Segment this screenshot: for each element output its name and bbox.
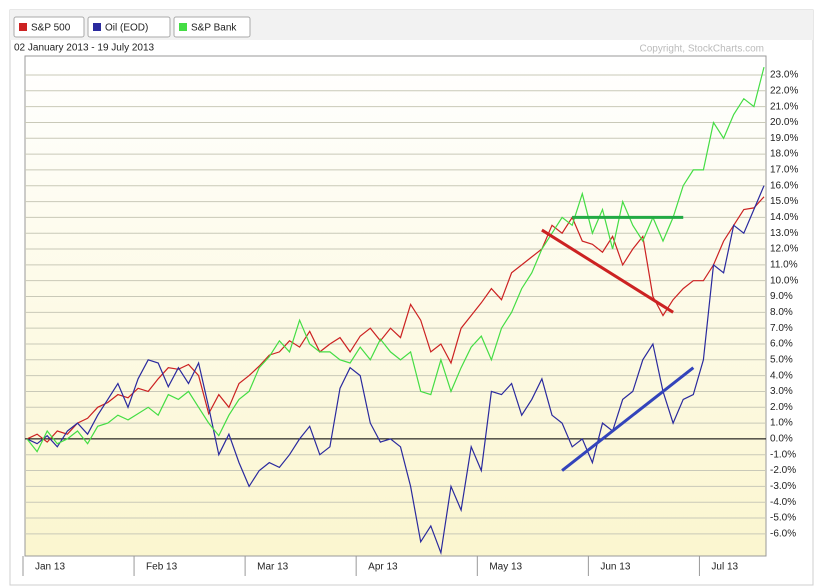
- y-tick-label: -3.0%: [770, 481, 796, 492]
- y-tick-label: -4.0%: [770, 497, 796, 508]
- y-tick-label: 15.0%: [770, 196, 798, 207]
- y-tick-label: 20.0%: [770, 117, 798, 128]
- x-tick-label: Mar 13: [257, 562, 289, 573]
- legend-label: S&P 500: [31, 23, 71, 34]
- legend-swatch: [93, 23, 101, 31]
- y-tick-label: 10.0%: [770, 275, 798, 286]
- trend-line: [541, 228, 674, 314]
- plot-area: [24, 55, 767, 557]
- y-tick-label: 17.0%: [770, 165, 798, 176]
- date-range: 02 January 2013 - 19 July 2013: [14, 43, 155, 54]
- x-tick-label: Jan 13: [35, 562, 65, 573]
- x-tick-label: Jun 13: [600, 562, 630, 573]
- y-tick-label: 13.0%: [770, 228, 798, 239]
- y-tick-label: 0.0%: [770, 434, 793, 445]
- y-tick-label: -6.0%: [770, 528, 796, 539]
- x-tick-label: May 13: [489, 562, 522, 573]
- y-tick-label: 12.0%: [770, 244, 798, 255]
- legend-swatch: [19, 23, 27, 31]
- legend-button: [87, 16, 171, 38]
- y-tick-label: 21.0%: [770, 101, 798, 112]
- y-tick-label: -5.0%: [770, 513, 796, 524]
- y-tick-label: 19.0%: [770, 133, 798, 144]
- y-tick-label: 3.0%: [770, 386, 793, 397]
- y-tick-label: 7.0%: [770, 323, 793, 334]
- y-tick-label: 16.0%: [770, 180, 798, 191]
- legend-item[interactable]: Oil (EOD): [87, 16, 171, 38]
- y-tick-label: 9.0%: [770, 291, 793, 302]
- legend-label: S&P Bank: [191, 23, 237, 34]
- y-tick-label: 6.0%: [770, 339, 793, 350]
- legend-item[interactable]: S&P Bank: [173, 16, 251, 38]
- legend-button: [13, 16, 85, 38]
- series-line: [26, 66, 765, 453]
- y-tick-label: 2.0%: [770, 402, 793, 413]
- y-tick-label: -1.0%: [770, 449, 796, 460]
- legend-swatch: [179, 23, 187, 31]
- y-tick-label: 11.0%: [770, 260, 798, 271]
- y-tick-label: 14.0%: [770, 212, 798, 223]
- y-tick-label: 22.0%: [770, 85, 798, 96]
- x-tick-label: Jul 13: [711, 562, 738, 573]
- y-tick-label: 18.0%: [770, 149, 798, 160]
- x-tick-label: Apr 13: [368, 562, 398, 573]
- y-tick-label: 23.0%: [770, 70, 798, 81]
- x-tick-label: Feb 13: [146, 562, 178, 573]
- trend-line: [561, 366, 695, 472]
- y-tick-label: 8.0%: [770, 307, 793, 318]
- copyright: Copyright, StockCharts.com: [640, 44, 765, 55]
- y-tick-label: 4.0%: [770, 370, 793, 381]
- y-tick-label: 5.0%: [770, 354, 793, 365]
- legend-item[interactable]: S&P 500: [13, 16, 85, 38]
- series-line: [26, 185, 765, 556]
- legend-button: [173, 16, 251, 38]
- legend-label: Oil (EOD): [105, 23, 148, 34]
- y-tick-label: -2.0%: [770, 465, 796, 476]
- y-tick-label: 1.0%: [770, 418, 793, 429]
- legend: S&P 500 Oil (EOD) S&P Bank: [13, 16, 251, 38]
